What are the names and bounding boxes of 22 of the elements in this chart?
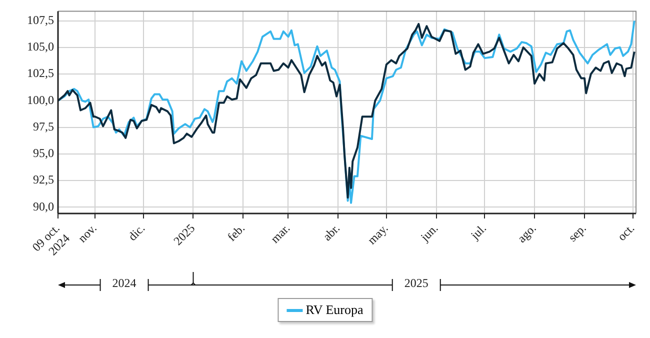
x-tick-label: ago. — [514, 221, 539, 246]
y-tick-label: 102,5 — [27, 66, 54, 80]
x-tick-label: nov. — [75, 221, 100, 246]
x-tick-label: dic. — [125, 221, 148, 244]
x-tick-label: abr. — [320, 221, 342, 244]
x-tick-label: jul. — [467, 221, 490, 243]
y-tick-label: 90,0 — [33, 199, 54, 214]
y-tick-label: 105,0 — [27, 40, 54, 54]
x-tick-label: jun. — [417, 221, 441, 245]
x-tick-label: mar. — [268, 221, 293, 246]
y-tick-label: 107,5 — [27, 12, 54, 27]
x-tick-label: oct. — [614, 221, 638, 244]
x-tick-label: sep. — [566, 221, 589, 244]
x-tick-label: may. — [364, 221, 391, 248]
text: 2024 — [110, 276, 138, 291]
y-tick-label: 95,0 — [33, 146, 54, 160]
x-tick-label: feb. — [224, 221, 248, 244]
y-tick-label: 92,5 — [33, 172, 54, 187]
y-tick-label: 100,0 — [27, 92, 54, 107]
legend-label: RV Europa — [306, 302, 364, 318]
y-tick-label: 97,5 — [33, 119, 54, 134]
text: 2025 — [402, 276, 430, 291]
